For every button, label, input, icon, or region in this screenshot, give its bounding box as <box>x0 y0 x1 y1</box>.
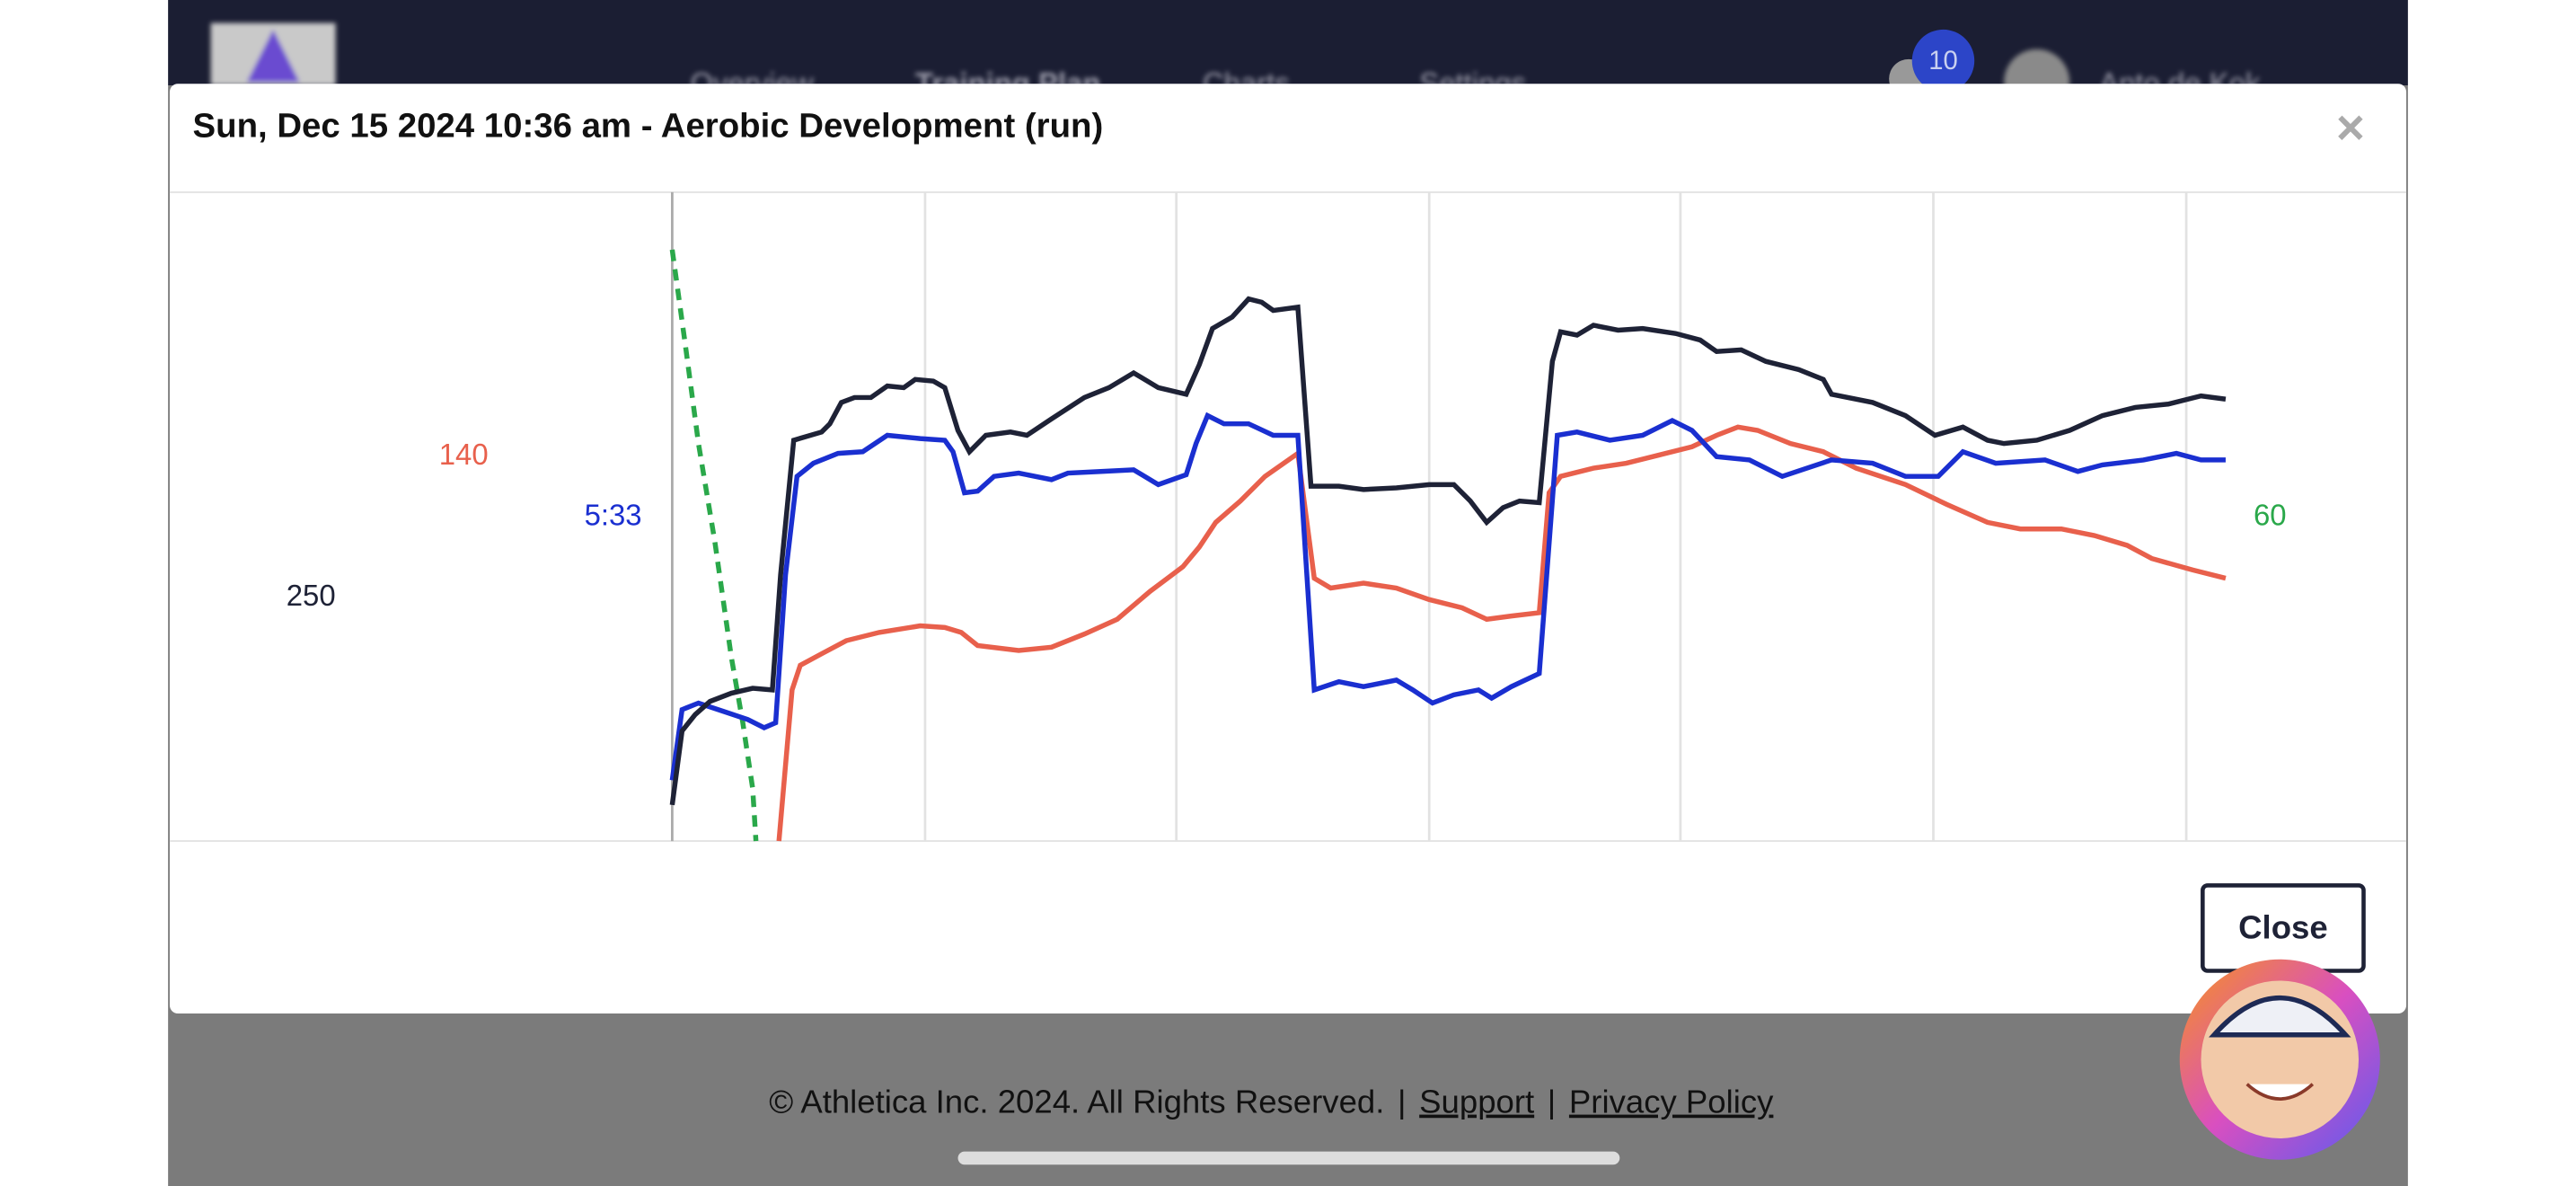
heart-rate-label: 140 <box>439 438 489 471</box>
cadence-label: 60 <box>2254 499 2287 532</box>
assistant-cap <box>2209 995 2351 1038</box>
separator: | <box>1548 1083 1557 1120</box>
support-link[interactable]: Support <box>1419 1083 1534 1120</box>
modal <box>169 84 2407 1014</box>
copyright: © Athletica Inc. 2024. All Rights Reserv… <box>769 1083 1384 1120</box>
modal-title: Sun, Dec 15 2024 10:36 am - Aerobic Deve… <box>193 107 1104 146</box>
power-line <box>669 296 2227 806</box>
separator: | <box>1398 1083 1407 1120</box>
footer-text: © Athletica Inc. 2024. All Rights Reserv… <box>769 1083 1774 1120</box>
privacy-link[interactable]: Privacy Policy <box>1569 1083 1774 1120</box>
cadence-line <box>669 249 759 842</box>
home-indicator <box>957 1151 1620 1165</box>
badge-count: 10 <box>1928 47 1958 75</box>
pace-line <box>669 412 2226 781</box>
assistant-smile <box>2245 1083 2315 1101</box>
heart-rate-line <box>776 424 2227 842</box>
grid <box>923 191 2188 842</box>
pace-label: 5:33 <box>585 499 642 532</box>
modal-close-icon[interactable]: × <box>2336 100 2365 155</box>
close-button-label[interactable]: Close <box>2238 908 2328 945</box>
power-label: 250 <box>287 579 336 612</box>
logo-mark <box>246 29 300 83</box>
badge <box>1911 29 1975 93</box>
